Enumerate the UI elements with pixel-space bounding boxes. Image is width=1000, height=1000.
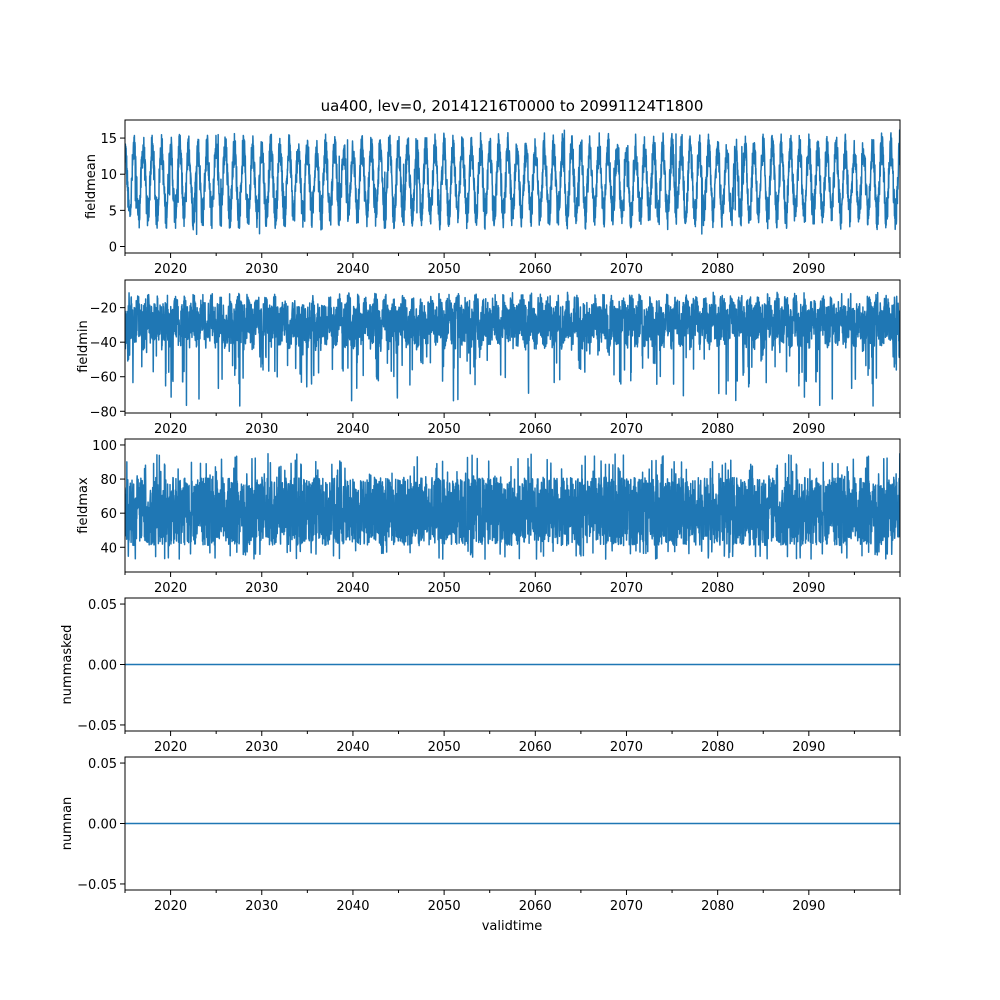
- fieldmax-y-tick-label: 60: [100, 507, 117, 522]
- numnan-x-tick-label: 2080: [701, 899, 734, 914]
- fieldmean-axes-frame: [124, 119, 901, 254]
- fieldmax-x-tick-label: 2050: [428, 581, 461, 596]
- fieldmax-x-tick-label: 2040: [336, 581, 369, 596]
- fieldmean-x-tick-label: 2060: [519, 262, 552, 277]
- fieldmax-x-tick-label: 2020: [154, 581, 187, 596]
- fieldmin-x-tick-label: 2020: [154, 422, 187, 437]
- numnan-x-tick-label: 2060: [519, 899, 552, 914]
- fieldmin-y-tick-label: −60: [90, 371, 117, 386]
- fieldmean-x-tick-label: 2050: [428, 262, 461, 277]
- numnan-y-axis-label: numnan: [60, 797, 75, 851]
- fieldmax-x-tick-label: 2090: [792, 581, 825, 596]
- nummasked-x-tick-label: 2050: [428, 740, 461, 755]
- fieldmean-x-tick-label: 2030: [245, 262, 278, 277]
- fieldmin-y-tick-label: −40: [90, 336, 117, 351]
- nummasked-x-tick-label: 2080: [701, 740, 734, 755]
- panel-fieldmin: 2020 2030 2040 2050 2060 2070 2080 2090 −80 −60 −4…: [76, 279, 901, 437]
- fieldmean-y-tick-label: 5: [109, 204, 117, 219]
- nummasked-y-tick-label: 0.05: [88, 598, 117, 613]
- numnan-x-tick-label: 2090: [792, 899, 825, 914]
- fieldmean-y-tick-label: 15: [100, 132, 117, 147]
- fieldmean-y-axis-label: fieldmean: [84, 154, 99, 219]
- fieldmean-y-tick-label: 0: [109, 240, 117, 255]
- fieldmin-y-tick-label: −80: [90, 405, 117, 420]
- fieldmean-x-tick-label: 2040: [336, 262, 369, 277]
- x-axis-label: validtime: [482, 919, 543, 934]
- fieldmin-x-tick-label: 2030: [245, 422, 278, 437]
- nummasked-x-tick-label: 2070: [610, 740, 643, 755]
- fieldmin-x-tick-label: 2040: [336, 422, 369, 437]
- numnan-x-tick-label: 2020: [154, 899, 187, 914]
- fieldmin-x-tick-label: 2080: [701, 422, 734, 437]
- nummasked-x-tick-label: 2090: [792, 740, 825, 755]
- numnan-x-tick-label: 2050: [428, 899, 461, 914]
- panel-fieldmean: 2020 2030 2040 2050 2060 2070 2080 2090 0 5 10 15fi…: [84, 119, 901, 277]
- nummasked-x-tick-label: 2060: [519, 740, 552, 755]
- fieldmin-x-tick-label: 2070: [610, 422, 643, 437]
- fieldmin-x-tick-label: 2090: [792, 422, 825, 437]
- fieldmin-x-tick-label: 2050: [428, 422, 461, 437]
- nummasked-y-tick-label: 0.00: [88, 659, 117, 674]
- fieldmean-y-tick-label: 10: [100, 168, 117, 183]
- numnan-x-tick-label: 2030: [245, 899, 278, 914]
- fieldmin-y-tick-label: −20: [90, 302, 117, 317]
- panels-group: 2020 2030 2040 2050 2060 2070 2080 2090051015fi…: [60, 119, 901, 914]
- numnan-x-tick-label: 2070: [610, 899, 643, 914]
- fieldmax-x-tick-label: 2070: [610, 581, 643, 596]
- fieldmean-x-tick-label: 2070: [610, 262, 643, 277]
- fieldmax-series-line: [125, 452, 900, 560]
- nummasked-y-axis-label: nummasked: [60, 625, 75, 705]
- panel-fieldmax: 2020 2030 2040 2050 2060 2070 2080 2090 40 60 80 10…: [76, 438, 901, 596]
- numnan-y-tick-label: 0.00: [88, 818, 117, 833]
- fieldmean-x-tick-label: 2020: [154, 262, 187, 277]
- numnan-y-tick-label: 0.05: [88, 757, 117, 772]
- nummasked-x-tick-label: 2040: [336, 740, 369, 755]
- numnan-x-tick-label: 2040: [336, 899, 369, 914]
- fieldmin-series-line: [125, 291, 900, 407]
- fieldmax-y-tick-label: 100: [92, 439, 117, 454]
- fieldmax-x-tick-label: 2030: [245, 581, 278, 596]
- fieldmax-x-tick-label: 2060: [519, 581, 552, 596]
- numnan-y-tick-label: −0.05: [77, 878, 117, 893]
- nummasked-y-tick-label: −0.05: [77, 719, 117, 734]
- fieldmean-series-line: [125, 129, 900, 236]
- fieldmin-y-axis-label: fieldmin: [76, 320, 91, 373]
- panel-nummasked: 2020 2030 2040 2050 2060 2070 2080 2090 −0.05 0.0…: [60, 597, 901, 755]
- fieldmin-x-tick-label: 2060: [519, 422, 552, 437]
- panel-numnan: 2020 2030 2040 2050 2060 2070 2080 2090 −0.05 0.0…: [60, 756, 901, 914]
- fieldmax-y-axis-label: fieldmax: [76, 477, 91, 534]
- chart-title: ua400, lev=0, 20141216T0000 to 20991124T…: [321, 97, 704, 115]
- fieldmax-axes-frame: [124, 438, 901, 573]
- nummasked-x-tick-label: 2020: [154, 740, 187, 755]
- nummasked-x-tick-label: 2030: [245, 740, 278, 755]
- fieldmin-axes-frame: [124, 279, 901, 414]
- fieldmean-x-tick-label: 2090: [792, 262, 825, 277]
- fieldmean-x-tick-label: 2080: [701, 262, 734, 277]
- fieldmax-y-tick-label: 80: [100, 473, 117, 488]
- fieldmax-x-tick-label: 2080: [701, 581, 734, 596]
- fieldmax-y-tick-label: 40: [100, 541, 117, 556]
